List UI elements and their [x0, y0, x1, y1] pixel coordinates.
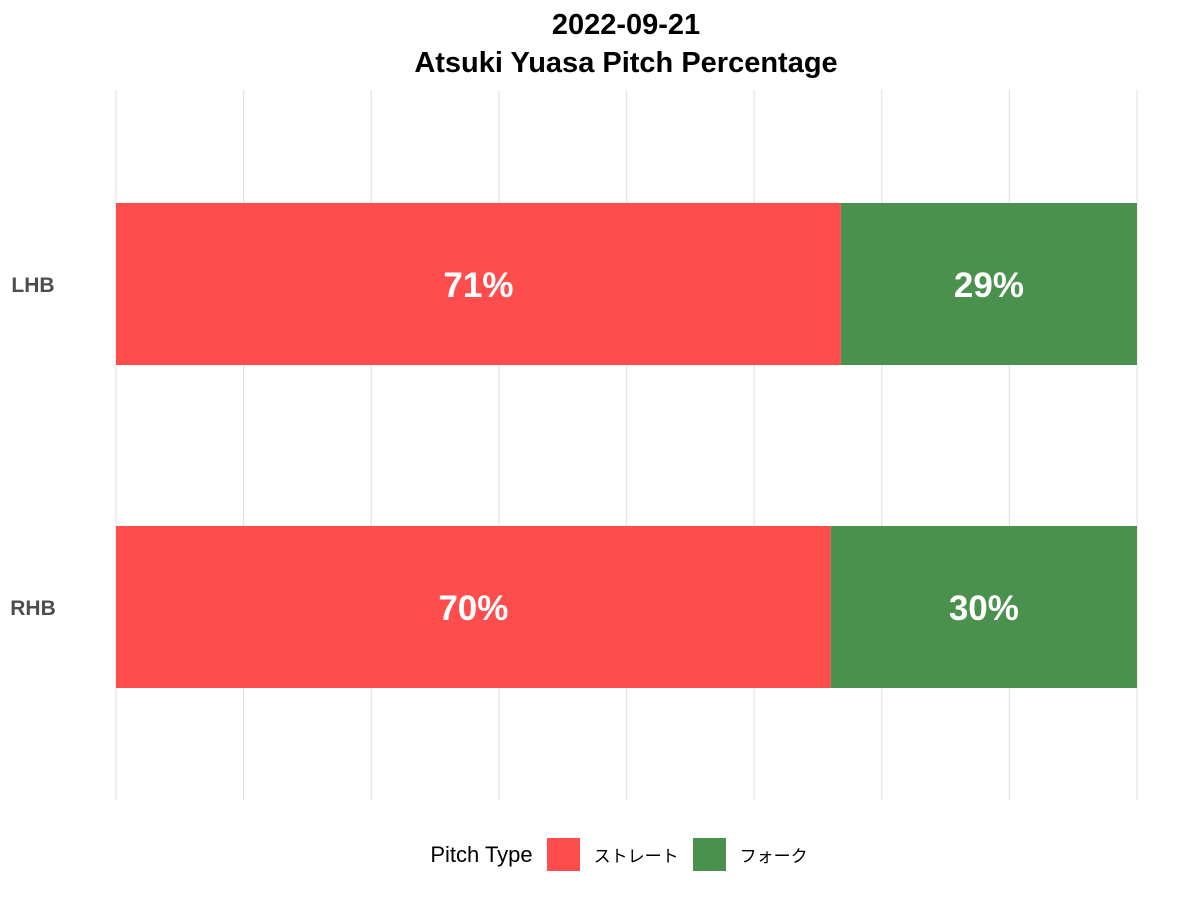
- chart-subtitle: Atsuki Yuasa Pitch Percentage: [414, 47, 838, 79]
- data-label-lhb-series-0: 71%: [443, 266, 513, 305]
- legend-swatch-straight: [546, 838, 580, 871]
- legend-label-straight: ストレート: [593, 847, 679, 867]
- category-label-lhb: LHB: [11, 274, 54, 297]
- data-label-rhb-series-1: 30%: [949, 589, 1019, 628]
- data-label-lhb-series-1: 29%: [954, 266, 1024, 305]
- bar-group: 71% 29% 70% 30%: [116, 203, 1137, 688]
- legend-label-fork: フォーク: [739, 847, 808, 867]
- legend-item-fork: フォーク: [692, 838, 808, 871]
- bar-rhb-series-0: [116, 526, 831, 688]
- chart-title-block: 2022-09-21 Atsuki Yuasa Pitch Percentage: [0, 6, 1200, 82]
- bar-lhb-series-0: [116, 203, 841, 365]
- category-labels: LHB RHB: [10, 274, 56, 620]
- legend-title: Pitch Type: [430, 841, 533, 867]
- bar-rhb-series-1: [830, 526, 1137, 688]
- bar-lhb-series-1: [840, 203, 1137, 365]
- category-label-rhb: RHB: [10, 597, 56, 620]
- legend: Pitch Type ストレート フォーク: [0, 838, 1200, 871]
- chart-title: 2022-09-21: [551, 9, 701, 41]
- data-label-rhb-series-0: 70%: [438, 589, 508, 628]
- legend-swatch-fork: [692, 838, 726, 871]
- grid-lines: [115, 90, 1138, 800]
- legend-item-straight: ストレート: [546, 838, 679, 871]
